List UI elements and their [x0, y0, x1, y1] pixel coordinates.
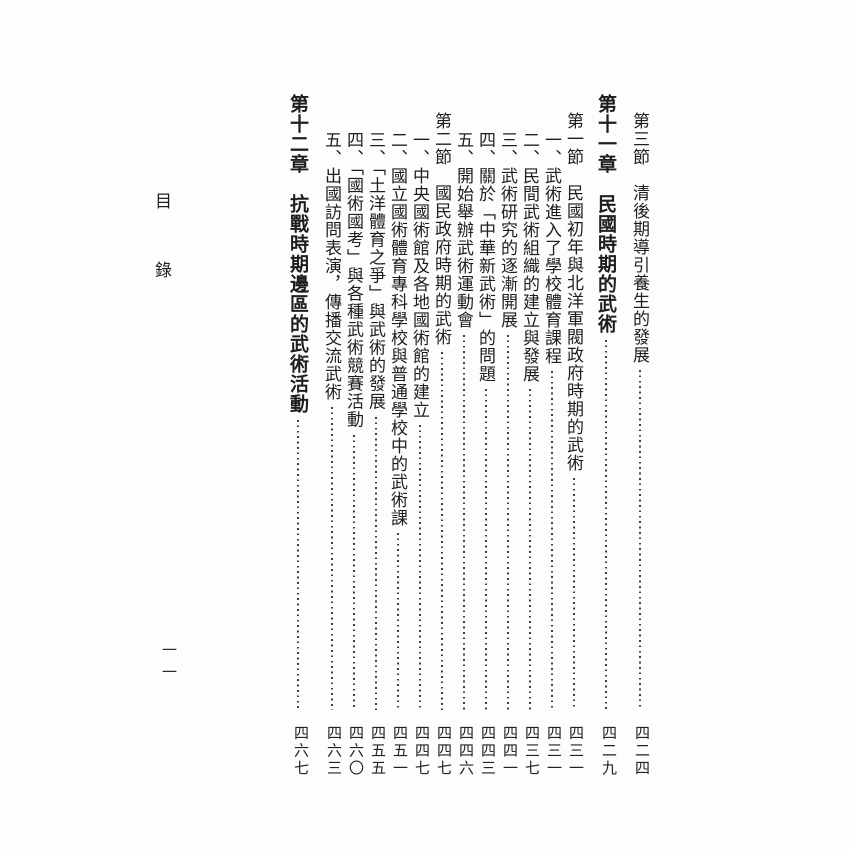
- toc-columns: 第三節 清後期導引養生的發展 四二四 第十一章 民國時期的武術 四二九 第一節 …: [274, 94, 653, 777]
- toc-entry-title: 第一節 民國初年與北洋軍閥政府時期的武術: [564, 112, 583, 472]
- toc-entry: 四、「國術國考」與各種武術競賽活動 四六〇: [344, 94, 363, 778]
- dot-leader: [484, 389, 487, 710]
- toc-entry-page: 四六七: [292, 724, 308, 778]
- toc-entry-page: 四四六: [457, 724, 473, 778]
- dot-leader: [296, 420, 299, 710]
- toc-entry-title: 第二節 國民政府時期的武術: [432, 112, 451, 346]
- toc-entry-title: 五、出國訪問表演，傳播交流武術: [322, 131, 341, 401]
- toc-entry: 三、「土洋體育之爭」與武術的發展 四五五: [366, 94, 385, 778]
- dot-leader: [418, 425, 421, 710]
- toc-entry-page: 四五五: [369, 724, 385, 778]
- dot-leader: [572, 478, 575, 710]
- toc-entry: 第二節 國民政府時期的武術 四四七: [432, 94, 451, 778]
- dot-leader: [396, 533, 399, 710]
- toc-entry-page: 四三一: [567, 724, 583, 778]
- toc-entry-title: 一、中央國術館及各地國術館的建立: [410, 131, 429, 419]
- toc-entry: 二、民間武術組織的建立與發展 四三七: [520, 94, 539, 778]
- toc-entry: 四、關於「中華新武術」的問題 四四三: [476, 94, 495, 778]
- dot-leader: [604, 340, 607, 710]
- toc-entry-title: 第三節 清後期導引養生的發展: [630, 112, 649, 364]
- toc-entry-page: 四六〇: [347, 724, 363, 778]
- toc-entry-page: 四四七: [413, 724, 429, 778]
- toc-entry-page: 四二四: [633, 724, 649, 778]
- dot-leader: [330, 407, 333, 710]
- toc-entry-page: 四六三: [325, 724, 341, 778]
- toc-entry-title: 五、開始舉辦武術運動會: [454, 131, 473, 329]
- dot-leader: [638, 370, 641, 710]
- toc-entry-title: 第十二章 抗戰時期邊區的武術活動: [287, 94, 308, 414]
- toc-entry: 第三節 清後期導引養生的發展 四二四: [630, 94, 649, 778]
- toc-entry-page: 四三七: [523, 724, 539, 778]
- toc-entry: 第一節 民國初年與北洋軍閥政府時期的武術 四三一: [564, 94, 583, 778]
- toc-entry-title: 二、民間武術組織的建立與發展: [520, 131, 539, 383]
- page-number: 一一: [160, 642, 176, 686]
- toc-entry: 五、開始舉辦武術運動會 四四六: [454, 94, 473, 778]
- toc-entry: 三、武術研究的逐漸開展 四四一: [498, 94, 517, 778]
- toc-entry-title: 三、武術研究的逐漸開展: [498, 131, 517, 329]
- toc-entry-page: 四四七: [435, 724, 451, 778]
- toc-entry-page: 四五一: [391, 724, 407, 778]
- dot-leader: [506, 335, 509, 710]
- toc-header: 目錄: [152, 192, 171, 330]
- dot-leader: [550, 371, 553, 710]
- toc-entry-title: 二、國立國術體育專科學校與普通學校中的武術課: [388, 131, 407, 527]
- toc-entry: 二、國立國術體育專科學校與普通學校中的武術課 四五一: [388, 94, 407, 778]
- toc-entry: 五、出國訪問表演，傳播交流武術 四六三: [322, 94, 341, 778]
- dot-leader: [440, 352, 443, 710]
- toc-entry-page: 四四三: [479, 724, 495, 778]
- toc-entry-title: 一、武術進入了學校體育課程: [542, 131, 561, 365]
- toc-entry-title: 四、關於「中華新武術」的問題: [476, 131, 495, 383]
- dot-leader: [352, 434, 355, 710]
- toc-entry: 第十一章 民國時期的武術 四二九: [595, 94, 616, 778]
- dot-leader: [462, 335, 465, 710]
- toc-entry-page: 四三一: [545, 724, 561, 778]
- toc-entry: 一、中央國術館及各地國術館的建立 四四七: [410, 94, 429, 778]
- toc-entry: 一、武術進入了學校體育課程 四三一: [542, 94, 561, 778]
- toc-entry-page: 四二九: [600, 724, 616, 778]
- toc-entry-page: 四四一: [501, 724, 517, 778]
- toc-entry: 第十二章 抗戰時期邊區的武術活動 四六七: [287, 94, 308, 778]
- dot-leader: [528, 389, 531, 710]
- toc-entry-title: 三、「土洋體育之爭」與武術的發展: [366, 131, 385, 411]
- toc-entry-title: 四、「國術國考」與各種武術競賽活動: [344, 131, 363, 429]
- toc-entry-title: 第十一章 民國時期的武術: [595, 94, 616, 334]
- dot-leader: [374, 416, 377, 710]
